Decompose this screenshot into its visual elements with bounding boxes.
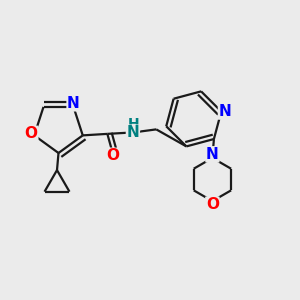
Text: O: O bbox=[106, 148, 119, 163]
Text: N: N bbox=[218, 104, 231, 119]
Text: O: O bbox=[25, 126, 38, 141]
Text: O: O bbox=[206, 197, 219, 212]
Text: N: N bbox=[67, 96, 80, 111]
Text: N: N bbox=[127, 125, 139, 140]
Text: H: H bbox=[128, 117, 140, 131]
Text: N: N bbox=[206, 147, 219, 162]
